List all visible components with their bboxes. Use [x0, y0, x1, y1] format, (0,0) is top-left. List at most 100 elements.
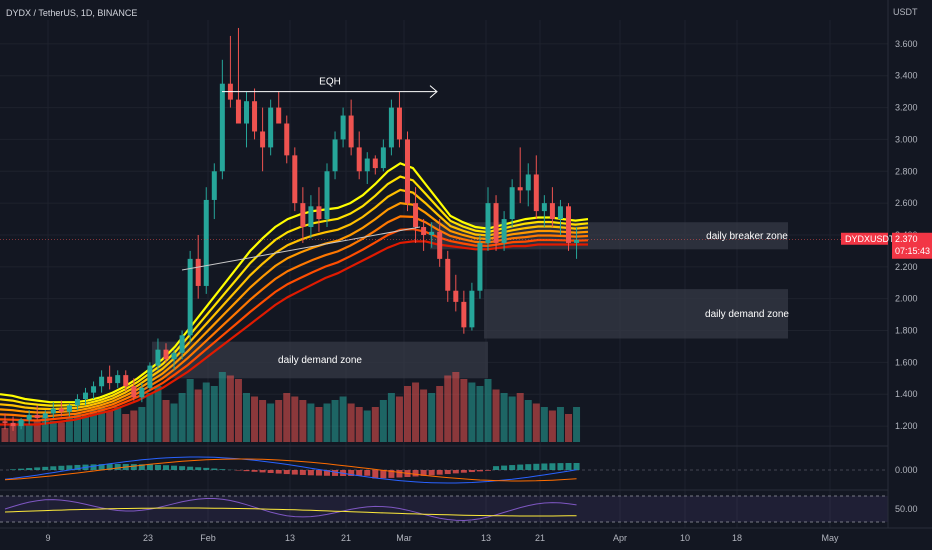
candle-body [244, 101, 249, 124]
volume-bar [162, 400, 170, 442]
candle[interactable] [58, 400, 64, 417]
y-tick-label: 1.800 [895, 326, 918, 336]
candle[interactable] [525, 163, 531, 207]
candle[interactable] [235, 27, 241, 124]
demand-zone-right[interactable] [484, 289, 788, 339]
candle[interactable] [268, 99, 274, 156]
candle[interactable] [252, 88, 258, 140]
candle[interactable] [171, 349, 177, 371]
candle[interactable] [517, 147, 523, 204]
candle-body [372, 158, 378, 169]
macd-histogram-bar [90, 464, 97, 470]
candle[interactable] [211, 163, 217, 220]
candle-body [413, 203, 419, 228]
candle[interactable] [34, 405, 40, 420]
candle-body [388, 107, 394, 148]
candle[interactable] [147, 362, 153, 392]
candle[interactable] [91, 381, 97, 400]
volume-bar [500, 393, 508, 442]
candle[interactable] [453, 274, 459, 312]
candle[interactable] [244, 91, 249, 148]
candle[interactable] [413, 187, 419, 243]
candle[interactable] [557, 199, 563, 235]
candle[interactable] [469, 282, 475, 331]
candle[interactable] [380, 139, 386, 172]
candle[interactable] [493, 195, 499, 251]
candle[interactable] [574, 227, 580, 259]
candle[interactable] [10, 416, 16, 431]
candle-body [50, 408, 56, 414]
candle[interactable] [364, 152, 370, 185]
candle[interactable] [477, 234, 483, 299]
candle[interactable] [437, 219, 443, 267]
macd-histogram-bar [332, 470, 339, 476]
price-tag-value: 2.370 [895, 234, 918, 244]
candle[interactable] [83, 387, 88, 406]
candle[interactable] [155, 338, 161, 371]
price-tag[interactable]: DYDXUSDT 2.370 07:15:43 [841, 232, 932, 259]
candle[interactable] [284, 115, 290, 164]
candle[interactable] [396, 91, 402, 148]
candle[interactable] [203, 187, 209, 294]
candle[interactable] [348, 99, 354, 156]
volume-bar [323, 403, 331, 442]
candle[interactable] [74, 394, 80, 411]
candle[interactable] [501, 211, 507, 251]
candle[interactable] [26, 410, 32, 425]
candle[interactable] [292, 147, 298, 212]
candle[interactable] [163, 343, 169, 363]
candle[interactable] [179, 330, 185, 360]
candle[interactable] [50, 402, 56, 419]
candle-body [485, 203, 491, 243]
volume-bar [106, 410, 114, 442]
candle[interactable] [324, 163, 330, 228]
candle[interactable] [66, 403, 72, 417]
candle[interactable] [533, 155, 539, 220]
candle[interactable] [445, 250, 451, 302]
candle[interactable] [107, 365, 113, 390]
candle[interactable] [549, 187, 555, 228]
candle[interactable] [42, 410, 48, 425]
candle[interactable] [372, 155, 378, 175]
candles[interactable] [2, 27, 580, 431]
candle[interactable] [227, 35, 233, 108]
candle[interactable] [131, 378, 137, 401]
candle[interactable] [405, 131, 410, 212]
candle[interactable] [485, 187, 491, 251]
candle[interactable] [187, 250, 193, 344]
candle[interactable] [421, 219, 427, 251]
candle[interactable] [2, 413, 8, 430]
candle[interactable] [115, 370, 121, 388]
y-tick-label: 3.200 [895, 103, 918, 113]
candle[interactable] [276, 91, 282, 124]
candle[interactable] [356, 131, 362, 180]
candle[interactable] [566, 203, 571, 251]
volume-bar [154, 386, 162, 442]
candle[interactable] [388, 99, 394, 156]
candle[interactable] [139, 383, 145, 403]
candle[interactable] [123, 370, 129, 392]
candle[interactable] [260, 107, 266, 172]
candle[interactable] [509, 179, 515, 228]
candle[interactable] [332, 131, 338, 180]
y-tick-label: 2.200 [895, 262, 918, 272]
candle[interactable] [300, 187, 306, 243]
candle[interactable] [219, 59, 225, 180]
candle-body [66, 405, 72, 412]
volume-bar [404, 386, 411, 442]
candle-body [58, 408, 64, 412]
candle[interactable] [429, 222, 435, 248]
volume-bar [234, 379, 242, 442]
candle[interactable] [461, 290, 467, 334]
candle-body [445, 258, 451, 291]
candle[interactable] [18, 418, 24, 430]
candle[interactable] [308, 195, 314, 239]
candle[interactable] [340, 107, 346, 148]
candle-body [268, 107, 274, 148]
candle[interactable] [99, 370, 105, 393]
candle-body [252, 101, 258, 132]
candle[interactable] [316, 187, 322, 232]
price-tag-symbol-bg [841, 232, 888, 245]
candle[interactable] [541, 195, 547, 228]
